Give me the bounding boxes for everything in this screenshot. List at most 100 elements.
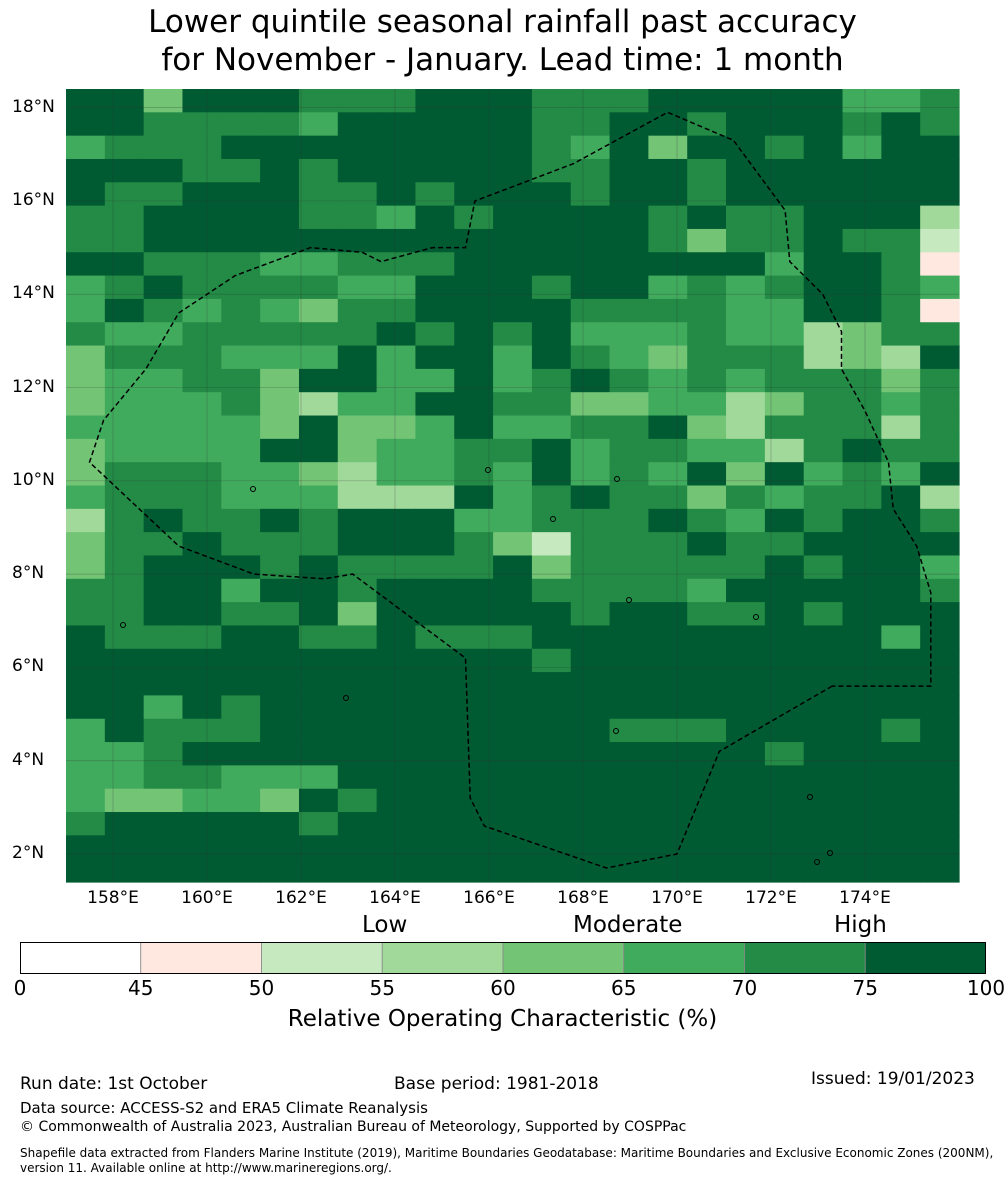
grid-cell [881, 765, 921, 790]
grid-cell [182, 532, 222, 557]
grid-cell [764, 625, 805, 650]
grid-cell [493, 555, 533, 580]
grid-cell [143, 322, 184, 347]
grid-cell [260, 508, 300, 533]
grid-cell [920, 462, 960, 487]
grid-cell [842, 322, 882, 347]
grid-cell [570, 322, 611, 347]
grid-cell [609, 578, 649, 603]
grid-cell [881, 322, 921, 347]
grid-cell [376, 812, 417, 836]
grid-cell [764, 765, 805, 790]
grid-cell [182, 578, 222, 603]
grid-cell [337, 835, 378, 860]
grid-cell [182, 648, 222, 673]
grid-cell [803, 462, 844, 487]
island-outline [626, 597, 632, 603]
grid-cell [803, 182, 844, 207]
grid-cell [726, 112, 766, 137]
grid-cell [415, 718, 455, 743]
grid-cell [66, 672, 106, 697]
grid-cell [881, 182, 921, 207]
colorbar-label: Relative Operating Characteristic (%) [287, 1006, 718, 1032]
grid-cell [337, 508, 378, 533]
grid-cell [842, 742, 882, 766]
grid-cell [493, 858, 533, 883]
roc-colorbar [20, 942, 986, 974]
grid-cell [687, 602, 727, 627]
grid-cell [454, 252, 494, 277]
grid-cell [648, 625, 688, 650]
grid-cell [570, 508, 611, 533]
grid-cell [143, 275, 184, 300]
grid-cell [66, 555, 106, 580]
grid-cell [531, 765, 572, 790]
grid-cell [531, 228, 572, 253]
grid-cell [298, 508, 339, 533]
grid-cell [221, 625, 261, 650]
grid-cell [337, 252, 378, 277]
grid-cell [842, 695, 882, 720]
grid-cell [687, 462, 727, 487]
island-outline [343, 695, 349, 701]
grid-cell [66, 602, 106, 627]
grid-cell [143, 718, 184, 743]
grid-cell [687, 508, 727, 533]
grid-cell [298, 625, 339, 650]
grid-cell [337, 438, 378, 463]
grid-cell [260, 462, 300, 487]
grid-cell [764, 555, 805, 580]
grid-cell [66, 788, 106, 813]
rainfall-accuracy-map [66, 89, 960, 883]
grid-cell [842, 718, 882, 743]
grid-cell [531, 485, 572, 510]
grid-cell [803, 835, 844, 860]
grid-cell [221, 89, 261, 113]
grid-cell [920, 742, 960, 766]
grid-cell [337, 368, 378, 393]
grid-cell [454, 135, 494, 160]
grid-cell [687, 112, 727, 137]
grid-cell [920, 812, 960, 836]
grid-cell [66, 742, 106, 766]
grid-cell [881, 462, 921, 487]
grid-cell [570, 835, 611, 860]
grid-cell [881, 742, 921, 766]
grid-cell [104, 135, 145, 160]
grid-cell [66, 858, 106, 883]
grid-cell [143, 485, 184, 510]
grid-cell [687, 345, 727, 370]
grid-cell [454, 438, 494, 463]
grid-cell [415, 158, 455, 183]
grid-cell [687, 298, 727, 323]
grid-cell [337, 345, 378, 370]
grid-cell [726, 392, 766, 417]
grid-cell [881, 205, 921, 230]
grid-cell [842, 228, 882, 253]
grid-cell [842, 858, 882, 883]
grid-cell [687, 415, 727, 440]
grid-cell [726, 718, 766, 743]
grid-cell [260, 695, 300, 720]
grid-cell [143, 858, 184, 883]
grid-cell [493, 532, 533, 557]
colorbar-tick: 65 [611, 976, 637, 1000]
grid-cell [376, 135, 417, 160]
grid-cell [842, 648, 882, 673]
grid-cell [337, 578, 378, 603]
grid-cell [143, 182, 184, 207]
grid-cell [260, 158, 300, 183]
grid-cell [842, 625, 882, 650]
colorbar-frame [20, 942, 986, 974]
grid-cell [376, 368, 417, 393]
grid-cell [415, 298, 455, 323]
grid-cell [337, 392, 378, 417]
grid-cell [66, 648, 106, 673]
grid-cell [66, 112, 106, 137]
longitude-label: 158°E [87, 888, 139, 908]
grid-cell [609, 182, 649, 207]
grid-cell [454, 182, 494, 207]
grid-cell [570, 345, 611, 370]
grid-cell [298, 462, 339, 487]
grid-cell [415, 462, 455, 487]
